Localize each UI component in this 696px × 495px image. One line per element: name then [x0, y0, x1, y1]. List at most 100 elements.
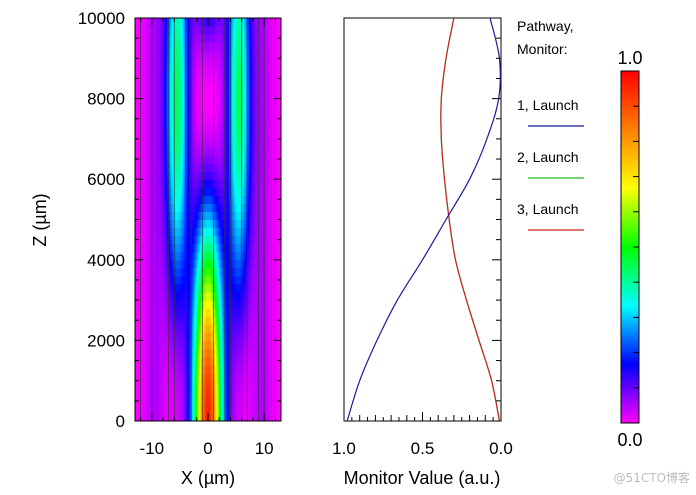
heatmap-cell	[175, 235, 178, 245]
heatmap-cell	[209, 227, 212, 237]
heatmap-cell	[264, 235, 267, 245]
heatmap-cell	[151, 227, 154, 237]
heatmap-cell	[205, 90, 208, 100]
heatmap-cell	[258, 114, 261, 124]
heatmap-cell	[255, 356, 258, 366]
heatmap-cell	[227, 50, 230, 59]
heatmap-cell	[178, 203, 181, 213]
heatmap-cell	[233, 50, 236, 59]
heatmap-cell	[219, 34, 222, 43]
heatmap-cell	[146, 251, 149, 261]
heatmap-cell	[198, 275, 201, 285]
heatmap-cell	[220, 275, 223, 285]
heatmap-cell	[182, 251, 185, 261]
heatmap-cell	[182, 179, 185, 188]
heatmap-cell	[213, 259, 216, 269]
heatmap-cell	[136, 171, 139, 180]
heatmap-cell	[195, 106, 198, 116]
heatmap-cell	[143, 300, 146, 309]
heatmap-cell	[196, 130, 199, 140]
heatmap-cell	[151, 195, 154, 204]
heatmap-cell	[255, 259, 258, 269]
heatmap-cell	[244, 292, 247, 301]
heatmap-cell	[196, 332, 199, 341]
heatmap-cell	[195, 195, 198, 204]
heatmap-cell	[244, 138, 247, 148]
heatmap-cell	[266, 259, 269, 269]
heatmap-cell	[268, 171, 271, 180]
heatmap-cell	[222, 259, 225, 269]
heatmap-cell	[250, 74, 253, 84]
heatmap-cell	[226, 219, 229, 229]
heatmap-cell	[157, 372, 160, 382]
heatmap-cell	[137, 122, 140, 132]
heatmap-cell	[271, 203, 274, 213]
heatmap-cell	[236, 179, 239, 188]
heatmap-cell	[244, 235, 247, 245]
heatmap-cell	[272, 348, 275, 358]
heatmap-cell	[247, 219, 250, 229]
heatmap-cell	[199, 332, 202, 341]
heatmap-cell	[255, 66, 258, 76]
heatmap-cell	[265, 146, 268, 156]
heatmap-cell	[258, 130, 261, 140]
heatmap-cell	[259, 356, 262, 366]
heatmap-cell	[224, 372, 227, 382]
heatmap-cell	[268, 404, 271, 414]
heatmap-cell	[165, 50, 168, 59]
heatmap-cell	[233, 66, 236, 76]
heatmap-cell	[276, 324, 279, 333]
heatmap-cell	[264, 275, 267, 285]
heatmap-cell	[147, 259, 150, 269]
heatmap-cell	[175, 283, 178, 293]
heatmap-cell	[202, 404, 205, 414]
heatmap-cell	[205, 259, 208, 269]
heatmap-cell	[205, 114, 208, 124]
heatmap-cell	[251, 348, 254, 358]
heatmap-cell	[279, 227, 281, 237]
heatmap-cell	[276, 82, 279, 92]
heatmap-cell	[230, 267, 233, 277]
heatmap-cell	[157, 42, 160, 51]
heatmap-cell	[243, 308, 246, 317]
heatmap-cell	[252, 292, 255, 301]
heatmap-cell	[271, 50, 274, 59]
heatmap-cell	[241, 74, 244, 84]
heatmap-cell	[234, 146, 237, 156]
heatmap-cell	[161, 195, 164, 204]
heatmap-cell	[224, 34, 227, 43]
heatmap-cell	[272, 356, 275, 366]
heatmap-cell	[163, 50, 166, 59]
heatmap-cell	[206, 243, 209, 253]
heatmap-cell	[269, 82, 272, 92]
heatmap-cell	[203, 396, 206, 406]
heatmap-cell	[259, 195, 262, 204]
heatmap-cell	[186, 163, 189, 172]
heatmap-cell	[170, 251, 173, 261]
heatmap-cell	[209, 275, 212, 285]
heatmap-cell	[279, 324, 281, 333]
heatmap-cell	[275, 34, 278, 43]
heatmap-cell	[258, 50, 261, 59]
heatmap-cell	[278, 227, 281, 237]
heatmap-cell	[220, 332, 223, 341]
heatmap-cell	[161, 348, 164, 358]
heatmap-cell	[195, 34, 198, 43]
heatmap-cell	[177, 292, 180, 301]
heatmap-cell	[268, 138, 271, 148]
heatmap-cell	[160, 396, 163, 406]
heatmap-cell	[188, 155, 191, 164]
heatmap-cell	[174, 179, 177, 188]
heatmap-cell	[140, 316, 143, 325]
heatmap-cell	[210, 74, 213, 84]
heatmap-cell	[237, 275, 240, 285]
heatmap-cell	[269, 348, 272, 358]
heatmap-cell	[233, 412, 236, 421]
heatmap-cell	[206, 179, 209, 188]
heatmap-cell	[199, 308, 202, 317]
heatmap-cell	[251, 308, 254, 317]
heatmap-cell	[268, 308, 271, 317]
heatmap-cell	[227, 404, 230, 414]
heatmap-cell	[227, 251, 230, 261]
heatmap-cell	[236, 90, 239, 100]
